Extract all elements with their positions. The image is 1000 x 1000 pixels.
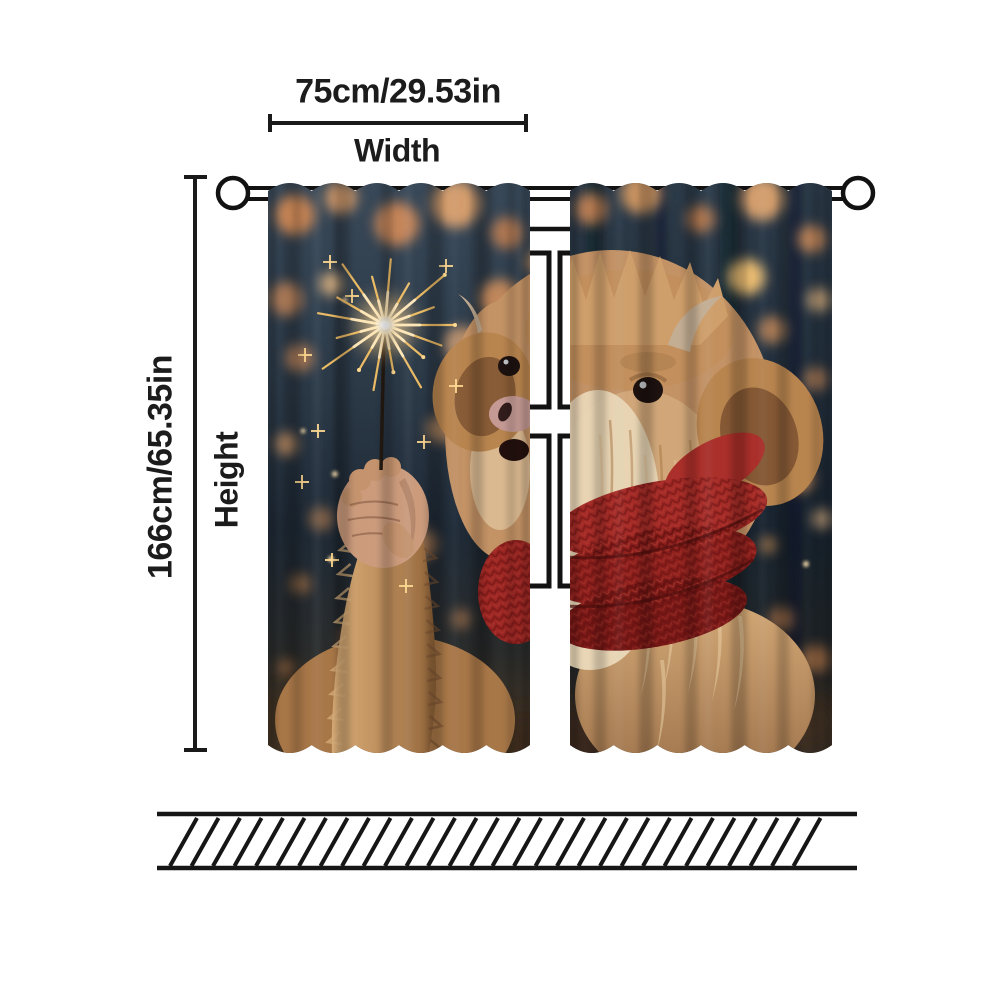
width-dimension-value: 75cm/29.53in	[295, 72, 501, 111]
curtain-panels-artwork	[267, 183, 833, 753]
width-dimension-caption: Width	[353, 132, 441, 169]
wall-hatch-bar	[157, 811, 857, 871]
width-dimension-line	[270, 121, 527, 125]
width-dimension-tick-right	[524, 114, 528, 132]
width-dimension-tick-left	[268, 114, 272, 132]
height-dimension-line	[193, 176, 197, 752]
rod-finial-right	[840, 175, 876, 211]
rod-finials	[215, 175, 876, 211]
gap-bracket-upper	[526, 250, 574, 410]
height-dimension-tick-bottom	[184, 748, 207, 752]
height-dimension-tick-top	[184, 175, 207, 179]
rod-finial-left	[215, 175, 251, 211]
curtain-fold-shading	[268, 183, 832, 753]
hatch-lines	[168, 817, 823, 867]
gap-bracket-lower	[526, 433, 574, 589]
